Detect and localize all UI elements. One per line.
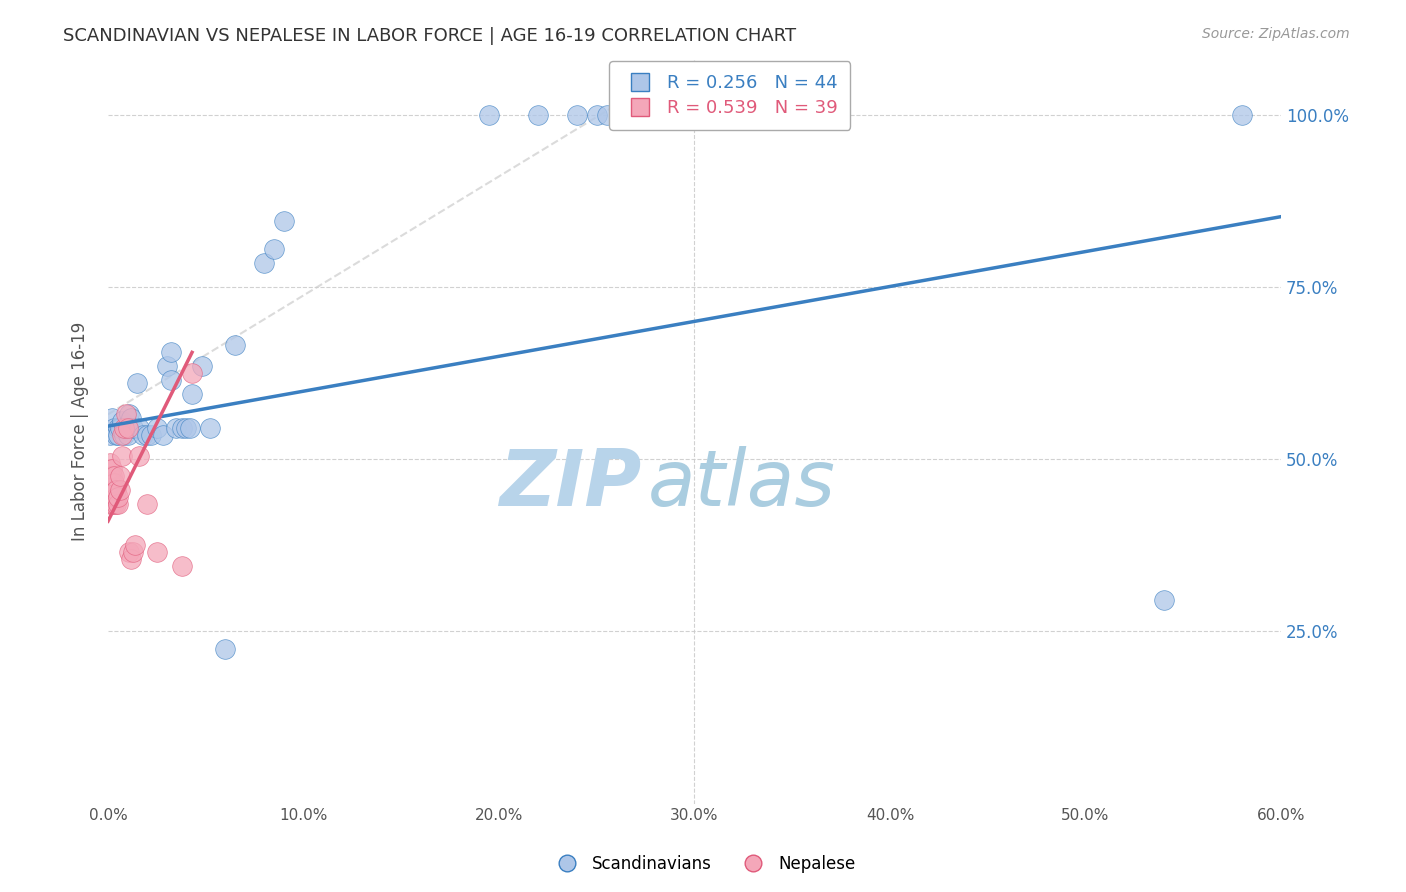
Point [104,497,127,511]
Point [159,373,181,387]
Text: Source: ZipAtlas.com: Source: ZipAtlas.com [1202,27,1350,41]
Point [107,421,129,435]
Point [101,497,124,511]
Point [104,483,127,498]
Point [103,421,125,435]
Point [214,641,236,656]
Point [98,483,121,498]
Point [146,421,169,435]
Point [98,462,121,476]
Point [112,428,135,442]
Point [104,428,127,442]
Point [174,421,197,435]
Point [118,545,141,559]
Point [595,108,617,122]
Point [624,108,647,122]
Point [179,421,201,435]
Point [146,545,169,559]
Point [101,410,124,425]
Point [159,345,181,359]
Text: SCANDINAVIAN VS NEPALESE IN LABOR FORCE | AGE 16-19 CORRELATION CHART: SCANDINAVIAN VS NEPALESE IN LABOR FORCE … [63,27,796,45]
Point [136,497,159,511]
Y-axis label: In Labor Force | Age 16-19: In Labor Force | Age 16-19 [72,322,89,541]
Point [253,256,276,270]
Point [128,421,150,435]
Point [101,490,124,504]
Text: atlas: atlas [648,446,835,522]
Point [104,490,127,504]
Point [132,428,155,442]
Point [114,408,136,422]
Point [172,558,194,573]
Point [101,483,124,498]
Point [122,421,145,435]
Legend: R = 0.256   N = 44, R = 0.539   N = 39: R = 0.256 N = 44, R = 0.539 N = 39 [609,62,851,129]
Point [98,497,121,511]
Point [103,476,125,491]
Point [98,476,121,491]
Point [172,421,194,435]
Point [101,476,124,491]
Point [198,421,221,435]
Point [98,428,121,442]
Point [191,359,214,373]
Point [107,428,129,442]
Point [567,108,589,122]
Point [101,469,124,483]
Point [103,483,125,498]
Point [224,338,246,352]
Point [117,421,139,435]
Point [108,483,131,498]
Point [108,421,131,435]
Point [118,408,141,422]
Point [111,414,134,428]
Point [585,108,607,122]
Legend: Scandinavians, Nepalese: Scandinavians, Nepalese [544,848,862,880]
Point [152,428,174,442]
Point [478,108,501,122]
Point [1230,108,1253,122]
Point [527,108,550,122]
Point [263,242,285,256]
Point [103,497,125,511]
Point [101,462,124,476]
Point [103,490,125,504]
Point [98,490,121,504]
Point [103,469,125,483]
Point [107,497,129,511]
Point [117,428,139,442]
Point [181,366,204,380]
Point [124,538,146,552]
Point [107,490,129,504]
Point [120,410,142,425]
Point [112,421,135,435]
Point [127,376,149,391]
Point [120,552,142,566]
Text: ZIP: ZIP [499,446,641,522]
Point [111,428,134,442]
Point [98,469,121,483]
Point [273,214,295,228]
Point [1153,593,1175,607]
Point [122,545,145,559]
Point [139,428,162,442]
Point [114,421,136,435]
Point [136,428,159,442]
Point [108,469,131,483]
Point [165,421,187,435]
Point [98,456,121,470]
Point [156,359,179,373]
Point [128,449,150,463]
Point [111,449,134,463]
Point [181,386,204,401]
